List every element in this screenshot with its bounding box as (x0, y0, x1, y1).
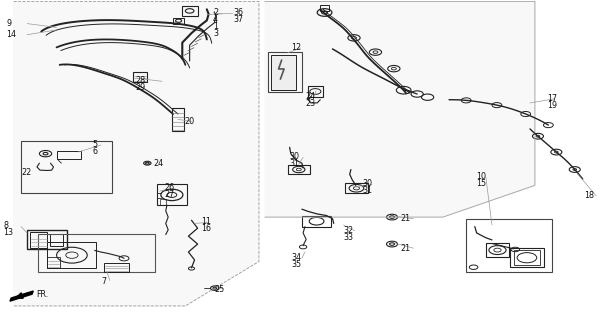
Text: 21: 21 (400, 244, 410, 253)
Text: 16: 16 (201, 224, 211, 233)
Bar (104, 263, 129, 272)
Text: 29: 29 (135, 83, 145, 92)
Bar (511, 248, 544, 267)
Polygon shape (10, 291, 33, 301)
Text: 23: 23 (305, 99, 315, 108)
Bar (157, 184, 187, 205)
Bar (514, 250, 540, 265)
Text: 30: 30 (290, 152, 299, 161)
Bar (27, 230, 67, 250)
Bar (173, 18, 184, 24)
Text: 25: 25 (215, 285, 225, 294)
Text: 21: 21 (400, 213, 410, 222)
Text: 26: 26 (164, 183, 174, 192)
Text: 8: 8 (3, 221, 8, 230)
Text: 9: 9 (6, 19, 12, 28)
Bar (182, 6, 198, 16)
Bar (172, 108, 184, 132)
Text: 24: 24 (153, 159, 164, 168)
Text: 17: 17 (547, 94, 557, 103)
Bar (30, 232, 47, 248)
Text: 32: 32 (344, 226, 354, 235)
Bar (268, 52, 302, 92)
Text: 14: 14 (6, 30, 16, 39)
Text: 30: 30 (362, 179, 372, 188)
Bar (466, 219, 552, 272)
Text: 11: 11 (201, 217, 211, 226)
Text: 28: 28 (135, 76, 145, 85)
Text: 12: 12 (291, 43, 302, 52)
Bar (308, 86, 323, 97)
Bar (302, 215, 331, 227)
Text: 7: 7 (102, 277, 107, 286)
Text: 24: 24 (305, 92, 315, 101)
Text: 15: 15 (477, 179, 487, 188)
Text: 34: 34 (291, 253, 301, 262)
Text: 18: 18 (584, 191, 594, 200)
Bar (486, 244, 509, 257)
Polygon shape (14, 1, 259, 306)
Text: 4: 4 (213, 15, 218, 24)
Text: 27: 27 (164, 190, 174, 199)
Text: FR.: FR. (36, 290, 49, 299)
Text: 1: 1 (213, 22, 218, 31)
Text: 6: 6 (92, 147, 97, 156)
Text: 2: 2 (213, 8, 218, 17)
Text: 19: 19 (547, 100, 557, 110)
Text: 10: 10 (477, 172, 487, 181)
Bar (345, 183, 368, 193)
Bar (57, 151, 81, 159)
Text: 35: 35 (291, 260, 302, 269)
Text: 33: 33 (344, 233, 354, 242)
Text: 22: 22 (22, 168, 32, 177)
Text: 20: 20 (184, 117, 194, 126)
Text: 13: 13 (3, 228, 13, 237)
Text: 5: 5 (92, 140, 97, 149)
Bar (47, 242, 97, 268)
Text: 37: 37 (233, 15, 243, 24)
Bar (288, 165, 310, 174)
Bar (51, 234, 63, 246)
Bar (320, 4, 330, 11)
Bar (133, 72, 147, 82)
Bar (47, 257, 60, 268)
Text: 3: 3 (213, 29, 218, 38)
Text: 31: 31 (290, 159, 299, 168)
Bar (160, 199, 166, 205)
Text: 31: 31 (362, 186, 372, 195)
Bar (21, 141, 111, 193)
Bar (38, 234, 155, 272)
Bar (271, 55, 296, 90)
Polygon shape (265, 1, 535, 217)
Text: 36: 36 (233, 8, 243, 17)
